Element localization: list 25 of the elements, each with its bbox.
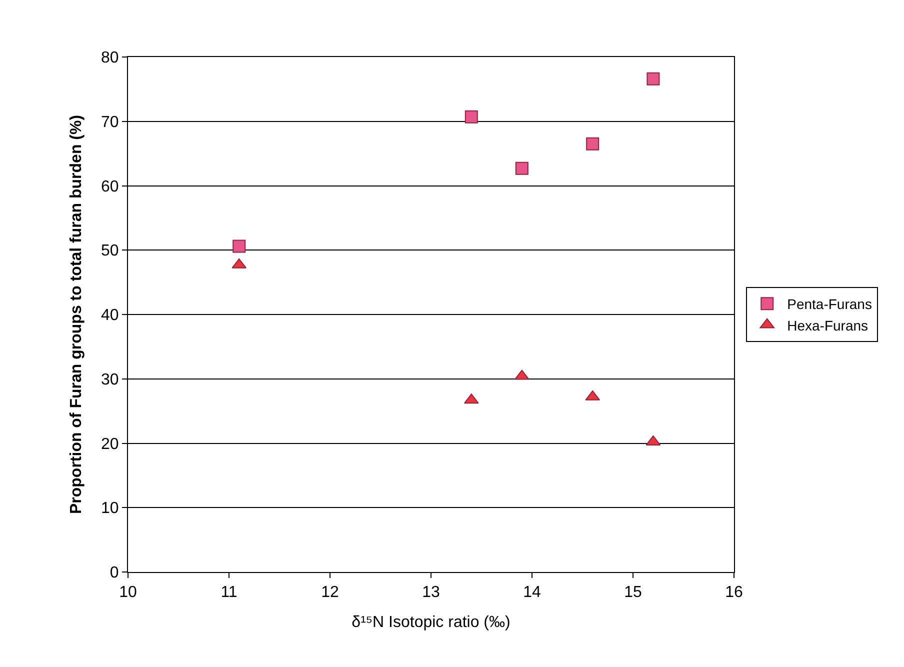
x-tick-label: 10 (119, 584, 137, 602)
y-tick-label: 40 (101, 307, 119, 324)
y-tick-label: 10 (101, 500, 119, 518)
point (464, 110, 478, 124)
x-tick-label: 11 (220, 584, 238, 602)
x-tick-label: 12 (321, 584, 339, 602)
point (232, 240, 246, 253)
x-tick-label: 15 (624, 584, 642, 602)
x-tick-label: 14 (523, 584, 541, 602)
point (515, 162, 528, 175)
y-tick-label: 20 (101, 436, 119, 453)
point (646, 72, 660, 86)
y-tick-label: 80 (101, 50, 119, 67)
point (586, 137, 600, 150)
y-tick-label: 30 (101, 371, 119, 388)
x-tick-label: 13 (422, 584, 440, 602)
y-tick-label: 60 (101, 178, 119, 196)
y-tick-label: 0 (110, 564, 119, 582)
y-tick-label: 50 (101, 242, 119, 260)
y-axis-title: Proportion of Furan groups to total furan burden (%) (68, 114, 85, 514)
x-tick-label: 16 (725, 584, 743, 602)
legend-label: Penta-Furans (787, 296, 872, 312)
y-tick-label: 70 (101, 114, 119, 131)
x-axis-title: δ¹⁵N Isotopic ratio (‰) (352, 614, 510, 631)
legend-label: Hexa-Furans (787, 317, 868, 334)
